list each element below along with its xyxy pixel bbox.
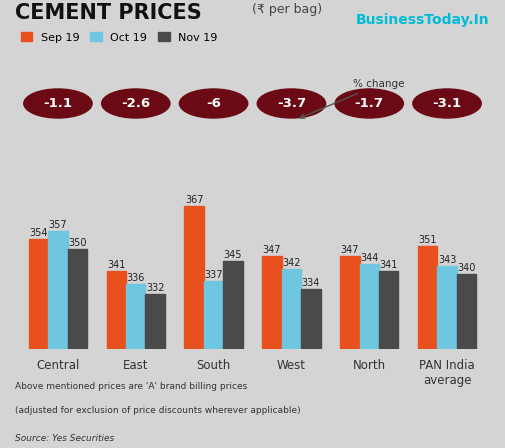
Bar <box>262 256 282 349</box>
Text: 351: 351 <box>418 235 437 245</box>
Bar <box>107 271 126 349</box>
Text: Source: Yes Securities: Source: Yes Securities <box>15 434 115 443</box>
Text: -1.7: -1.7 <box>355 97 384 110</box>
Bar <box>340 256 360 349</box>
Text: 332: 332 <box>146 283 165 293</box>
Text: Above mentioned prices are 'A' brand billing prices: Above mentioned prices are 'A' brand bil… <box>15 382 247 391</box>
Bar <box>145 294 165 349</box>
Bar <box>418 246 437 349</box>
Bar <box>437 266 457 349</box>
Text: 343: 343 <box>438 255 456 265</box>
Text: BusinessToday.In: BusinessToday.In <box>356 13 490 27</box>
Text: -6: -6 <box>206 97 221 110</box>
Bar <box>282 269 301 349</box>
Text: 350: 350 <box>68 237 87 248</box>
Bar <box>223 261 243 349</box>
Text: -1.1: -1.1 <box>43 97 72 110</box>
Text: % change: % change <box>300 79 405 118</box>
Text: 340: 340 <box>458 263 476 273</box>
Text: 347: 347 <box>340 245 359 255</box>
Text: 357: 357 <box>48 220 67 230</box>
Bar <box>379 271 398 349</box>
Bar <box>457 274 476 349</box>
Text: CEMENT PRICES: CEMENT PRICES <box>15 3 202 23</box>
Bar <box>29 238 48 349</box>
Text: 341: 341 <box>107 260 126 270</box>
Text: 342: 342 <box>282 258 300 268</box>
Bar <box>204 281 223 349</box>
Text: 354: 354 <box>29 228 48 237</box>
Text: 347: 347 <box>263 245 281 255</box>
Text: 337: 337 <box>205 271 223 280</box>
Text: 334: 334 <box>301 278 320 288</box>
Circle shape <box>102 89 170 118</box>
Circle shape <box>24 89 92 118</box>
Text: (₹ per bag): (₹ per bag) <box>252 3 323 16</box>
Bar <box>126 284 145 349</box>
Text: -2.6: -2.6 <box>121 97 150 110</box>
Circle shape <box>413 89 481 118</box>
Bar <box>301 289 321 349</box>
Circle shape <box>179 89 248 118</box>
Bar <box>184 206 204 349</box>
Text: -3.1: -3.1 <box>432 97 462 110</box>
Text: 367: 367 <box>185 195 204 205</box>
Circle shape <box>257 89 326 118</box>
Bar <box>68 249 87 349</box>
Circle shape <box>335 89 403 118</box>
Text: 344: 344 <box>360 253 378 263</box>
Text: 336: 336 <box>127 273 145 283</box>
Bar <box>360 264 379 349</box>
Text: 345: 345 <box>224 250 242 260</box>
Text: (adjusted for exclusion of price discounts wherever applicable): (adjusted for exclusion of price discoun… <box>15 406 301 415</box>
Bar <box>48 231 68 349</box>
Text: 341: 341 <box>379 260 398 270</box>
Text: -3.7: -3.7 <box>277 97 306 110</box>
Legend: Sep 19, Oct 19, Nov 19: Sep 19, Oct 19, Nov 19 <box>21 32 218 43</box>
